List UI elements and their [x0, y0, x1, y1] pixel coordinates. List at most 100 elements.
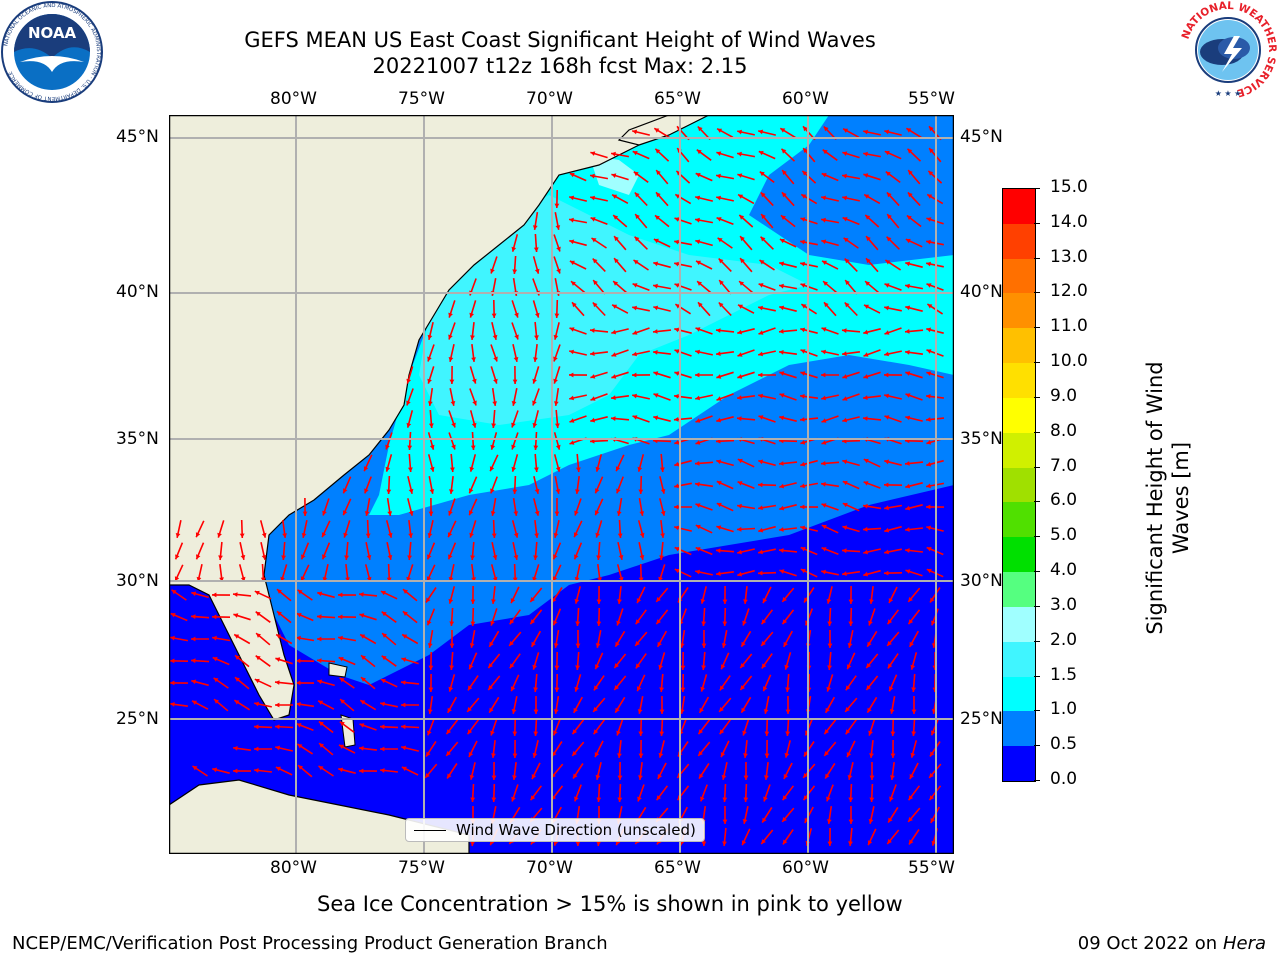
wave-vector-head	[590, 173, 595, 179]
colorbar-tick-label: 6.0	[1050, 490, 1078, 511]
wave-vector-head	[926, 417, 931, 422]
wave-vector-head	[716, 396, 722, 401]
wave-vector-head	[863, 352, 869, 357]
wave-vector-head	[721, 643, 727, 648]
wave-vector-head	[868, 730, 873, 736]
wave-vector-head	[448, 598, 454, 604]
wave-vector-head	[234, 700, 240, 705]
wave-vector-head	[825, 773, 830, 779]
wave-vector-head	[826, 598, 832, 604]
wave-vector-head	[569, 260, 575, 266]
wave-vector-head	[700, 796, 705, 802]
wave-vector-head	[656, 597, 661, 602]
wave-vector-head	[737, 329, 743, 335]
wave-vector-head	[261, 532, 267, 538]
wave-vector-head	[847, 775, 853, 780]
wave-vector-head	[297, 589, 303, 595]
nws-logo: NATIONAL WEATHER SERVICE ★ ★ ★	[1176, 0, 1280, 104]
wave-vector-head	[467, 707, 472, 712]
wave-vector-head	[553, 378, 558, 384]
wave-vector-head	[429, 489, 435, 494]
wave-vector-head	[470, 445, 476, 450]
colorbar-label-line1: Significant Height of Wind	[1143, 361, 1167, 635]
wave-vector-head	[842, 502, 848, 508]
wave-vector-head	[742, 620, 747, 626]
wave-vector-head	[656, 619, 661, 625]
wave-vector-head	[403, 589, 408, 594]
wave-vector-head	[470, 797, 476, 802]
wave-vector-head	[553, 730, 558, 736]
wave-vector-head	[803, 773, 808, 778]
wave-vector-head	[653, 329, 658, 334]
wave-vector-head	[695, 217, 700, 223]
wave-vector-head	[759, 260, 765, 265]
wave-vector-head	[930, 751, 935, 757]
wave-vector-head	[701, 841, 707, 846]
colorbar-tick-label: 0.5	[1050, 734, 1078, 755]
wave-vector-head	[863, 549, 868, 555]
lon-label-bottom-75w: 75°W	[398, 858, 445, 878]
wave-vector-head	[716, 195, 721, 201]
wave-vector-head	[909, 839, 914, 845]
wave-vector-head	[842, 351, 847, 356]
wave-vector-head	[782, 817, 787, 822]
wave-vector-head	[254, 746, 259, 752]
wave-vector-head	[255, 611, 261, 617]
wave-vector-head	[658, 664, 663, 670]
wave-vector-head	[821, 173, 827, 178]
wave-vector-head	[863, 173, 869, 178]
wave-vector-head	[533, 357, 538, 362]
wave-vector-head	[887, 619, 893, 625]
noaa-logo-text: NOAA	[28, 24, 77, 42]
wave-vector-head	[695, 482, 700, 487]
wave-vector-head	[846, 752, 852, 758]
wave-vector-head	[803, 795, 809, 801]
wave-vector-head	[428, 665, 434, 670]
wave-vector-head	[758, 393, 763, 399]
wave-vector-head	[381, 611, 387, 617]
wave-vector-head	[510, 686, 516, 692]
wave-vector-head	[926, 483, 931, 489]
wave-vector-head	[339, 744, 344, 749]
wave-vector-head	[450, 401, 456, 406]
wave-vector-head	[737, 571, 743, 577]
wave-vector-head	[889, 709, 895, 714]
wave-vector-head	[762, 598, 768, 604]
wave-vector-head	[700, 686, 705, 692]
wave-vector-head	[492, 555, 498, 560]
wave-vector-head	[255, 655, 261, 661]
wave-vector-head	[868, 620, 873, 626]
wave-vector-head	[553, 334, 559, 340]
wave-vector-head	[863, 151, 868, 157]
wave-vector-head	[532, 752, 538, 758]
wave-vector-head	[467, 729, 473, 735]
wave-vector-head	[696, 260, 701, 266]
wave-vector-head	[716, 173, 721, 179]
wave-vector-head	[490, 511, 496, 516]
wave-vector-head	[782, 170, 787, 175]
wave-vector-head	[695, 239, 701, 245]
wave-vector-head	[470, 621, 476, 626]
wave-vector-head	[884, 459, 890, 465]
wave-vector-head	[534, 268, 540, 274]
wave-vector-head	[827, 841, 833, 846]
wave-vector-head	[553, 620, 558, 626]
wave-vector-head	[617, 753, 622, 758]
wave-vector-head	[761, 663, 767, 669]
wave-vector-head	[363, 466, 369, 472]
wave-vector-head	[926, 525, 932, 531]
wave-vector-head	[660, 533, 665, 538]
wave-vector-head	[742, 730, 747, 736]
wave-vector-head	[911, 709, 917, 714]
wave-vector-head	[195, 532, 201, 538]
wave-vector-head	[821, 482, 826, 487]
wave-vector-head	[590, 217, 596, 222]
wave-vector-head	[590, 195, 595, 201]
wave-vector-head	[842, 195, 847, 201]
wave-vector-head	[170, 702, 175, 707]
wave-vector-head	[637, 466, 643, 472]
wave-vector-head	[910, 752, 916, 758]
wave-vector-head	[492, 401, 497, 406]
wave-vector-head	[611, 395, 616, 400]
wave-vector-head	[821, 195, 826, 201]
